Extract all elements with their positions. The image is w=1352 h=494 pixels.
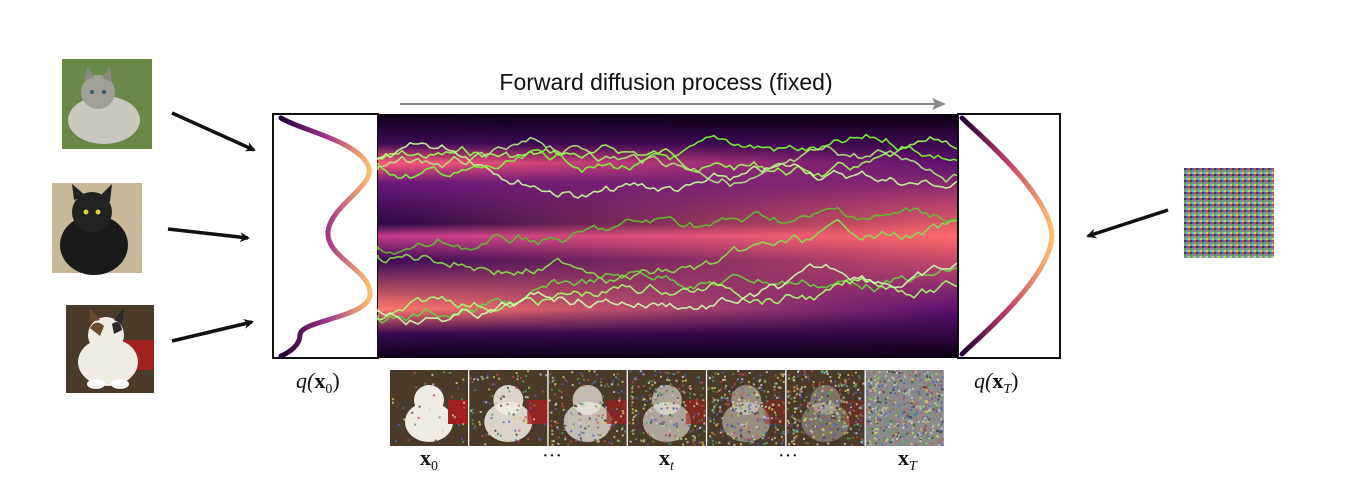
noising-sequence — [390, 370, 944, 446]
noised-image-step — [390, 370, 468, 446]
noise-distribution-box — [957, 113, 1061, 359]
noise-distribution-curve — [959, 115, 1055, 357]
seq-label-xt: xt — [659, 445, 675, 474]
diffusion-path — [377, 206, 959, 256]
cat-photo-calico — [66, 305, 154, 393]
diffusion-path — [377, 277, 959, 321]
noised-image-step — [786, 370, 865, 446]
noised-image-step — [627, 370, 706, 446]
noised-image-step — [548, 370, 627, 446]
diffusion-path — [377, 133, 959, 180]
input-arrow — [171, 111, 256, 152]
data-distribution-curve — [278, 115, 373, 359]
diffusion-path — [377, 141, 959, 199]
noised-image-step — [707, 370, 786, 446]
diffusion-path — [377, 218, 959, 285]
label-q-xT: q(xT) — [974, 368, 1018, 397]
cat-photo-tabby — [62, 59, 152, 149]
noise-arrow — [1086, 208, 1169, 239]
cat-photo-black — [52, 183, 142, 275]
noise-image — [1184, 168, 1274, 258]
input-arrow — [167, 227, 250, 243]
input-arrow — [171, 318, 254, 343]
seq-label-x0: x0 — [420, 445, 438, 474]
diffusion-path — [377, 136, 959, 188]
diffusion-paths — [377, 133, 959, 326]
label-q-x0: q(x0) — [296, 368, 340, 397]
diffusion-path — [377, 261, 959, 326]
seq-label-xT: xT — [898, 445, 918, 474]
diffusion-ribbon — [377, 114, 959, 358]
diffusion-path — [377, 267, 959, 325]
seq-label-dots-2: ··· — [778, 445, 798, 467]
noised-image-step — [865, 370, 944, 446]
noised-image-step — [469, 370, 548, 446]
diagram-title: Forward diffusion process (fixed) — [499, 69, 832, 95]
seq-label-dots-1: ··· — [542, 445, 562, 467]
diffusion-path — [377, 135, 959, 178]
